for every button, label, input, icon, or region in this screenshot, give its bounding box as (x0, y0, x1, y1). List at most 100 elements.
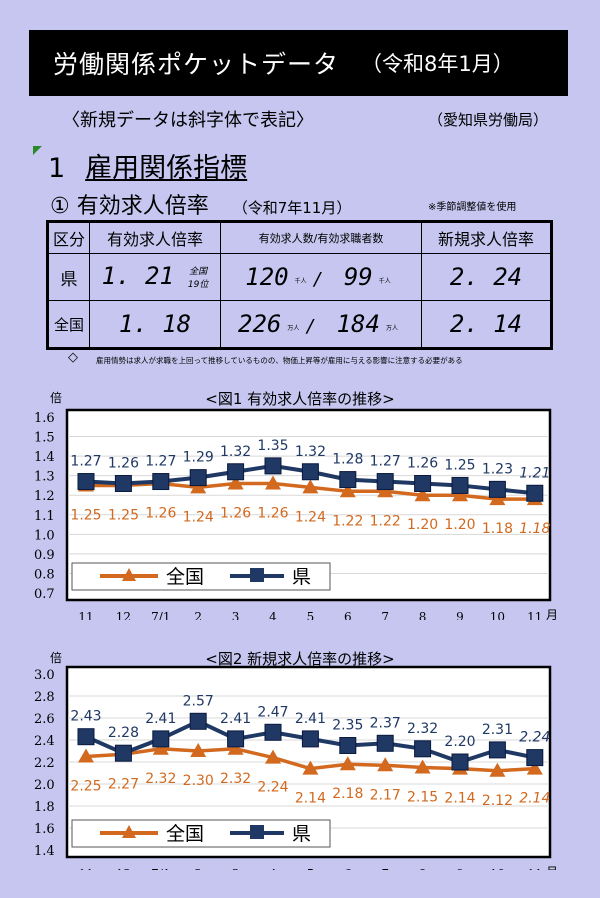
remark: 雇用情勢は求人が求職を上回って推移しているものの、物価上昇等が雇用に与える影響に… (96, 356, 463, 365)
data-label: 1.22 (370, 513, 401, 529)
data-label: 2.17 (370, 787, 401, 803)
marker-triangle (265, 475, 281, 490)
ratio-value: 1. 18 (118, 310, 192, 338)
marker-square (451, 476, 469, 494)
marker-square (301, 730, 319, 748)
x-tick-label: 7 (381, 867, 389, 870)
data-label: 2.57 (183, 693, 214, 709)
data-label: 2.41 (295, 711, 326, 727)
marker-square (339, 471, 357, 489)
marker-square (77, 473, 95, 491)
data-label: 1.35 (257, 438, 288, 454)
x-tick-label: 3 (232, 610, 240, 620)
table-row: 県 1. 21 全国 19位 120 千人/ 99 千人 2. 24 (47, 253, 552, 301)
x-tick-label: 9 (456, 610, 464, 620)
y-axis-label: 倍 (50, 390, 62, 405)
marker-square (414, 474, 432, 492)
x-tick-label: 5 (307, 610, 315, 620)
y-tick-label: 1.8 (34, 800, 55, 815)
y-tick-label: 2.8 (34, 690, 55, 705)
data-label: 2.14 (519, 791, 550, 807)
data-label: 1.26 (220, 505, 251, 521)
subsection-period: （令和7年11月） (232, 199, 352, 217)
marker-square (264, 457, 282, 475)
marker-square (114, 744, 132, 762)
x-unit-label: 月 (546, 865, 558, 870)
marker-square (376, 473, 394, 491)
unit: 万人 (287, 325, 300, 332)
data-label: 1.20 (444, 517, 475, 533)
data-label: 2.14 (295, 791, 326, 807)
section-number: 1 (48, 153, 66, 184)
marker-triangle (190, 743, 207, 757)
chart-title: <図2 新規求人倍率の推移> (205, 650, 394, 668)
marker-square (77, 728, 95, 746)
x-tick-label: 12 (116, 867, 131, 870)
data-label: 2.32 (220, 771, 251, 787)
marker-triangle (78, 748, 94, 763)
marker-triangle (265, 749, 281, 764)
new-ratio-value: 2. 24 (449, 263, 523, 291)
y-tick-label: 1.1 (34, 509, 55, 524)
x-unit-label: 月 (546, 608, 558, 620)
x-tick-label: 4 (269, 867, 277, 870)
data-label: 2.30 (183, 773, 214, 789)
data-label: 2.12 (482, 793, 513, 809)
marker-square (488, 741, 506, 759)
y-tick-label: 0.8 (34, 567, 55, 582)
header-cell: 有効求人倍率 (89, 221, 221, 254)
data-label: 2.15 (407, 790, 438, 806)
unit: 千人 (378, 278, 391, 285)
row-label: 全国 (47, 300, 90, 349)
x-tick-label: 12 (116, 610, 131, 620)
x-tick-label: 6 (344, 610, 352, 620)
seasonal-note: ※季節調整値を使用 (428, 202, 517, 213)
x-tick-label: 8 (419, 610, 427, 620)
marker-square (301, 463, 319, 481)
data-label: 1.27 (145, 454, 176, 470)
data-label: 1.27 (370, 454, 401, 470)
table-header: 区分 有効求人倍率 有効求人数/有効求職者数 新規求人倍率 (47, 221, 552, 254)
counts-cell: 120 千人/ 99 千人 (220, 253, 422, 301)
marker-triangle (339, 483, 356, 498)
data-label: 1.23 (482, 461, 513, 477)
marker-triangle (452, 487, 468, 502)
marker-triangle (526, 760, 543, 775)
legend-square-icon (250, 568, 264, 582)
data-label: 1.32 (295, 444, 326, 460)
data-label: 1.26 (407, 455, 438, 471)
marker-square (488, 480, 506, 498)
data-label: 1.25 (70, 507, 101, 523)
marker-square (526, 749, 544, 767)
marker-square (114, 474, 132, 492)
x-tick-label: 7 (381, 610, 389, 620)
marker-square (339, 737, 357, 754)
marker-triangle (377, 757, 394, 772)
marker-square (152, 730, 170, 748)
legend-triangle-icon (122, 825, 136, 838)
new-ratio-cell: 2. 14 (421, 300, 552, 349)
marker-triangle (227, 740, 244, 755)
marker-square (414, 740, 432, 758)
new-ratio-cell: 2. 24 (421, 253, 552, 301)
legend-label: 県 (292, 823, 311, 845)
flag-icon (33, 146, 42, 155)
data-label: 2.28 (108, 725, 139, 741)
data-label: 2.18 (332, 786, 363, 802)
issue-date: （令和8年1月） (361, 52, 514, 76)
y-tick-label: 1.6 (34, 411, 55, 426)
row-label: 県 (47, 253, 90, 301)
title-bar: 労働関係ポケットデータ （令和8年1月） (29, 30, 568, 96)
data-label: 2.24 (519, 730, 550, 746)
openings-value: 226 (238, 310, 282, 338)
ratio-cell: 1. 21 全国 19位 (89, 253, 221, 301)
x-tick-label: 8 (419, 867, 427, 870)
y-tick-label: 2.2 (34, 756, 55, 771)
marker-triangle (339, 756, 356, 771)
new-ratio-value: 2. 14 (449, 310, 523, 338)
data-label: 2.32 (407, 721, 438, 737)
data-label: 2.25 (70, 779, 101, 795)
x-tick-label: 11 (78, 867, 93, 870)
subsection-title: ① 有効求人倍率 (50, 194, 209, 219)
